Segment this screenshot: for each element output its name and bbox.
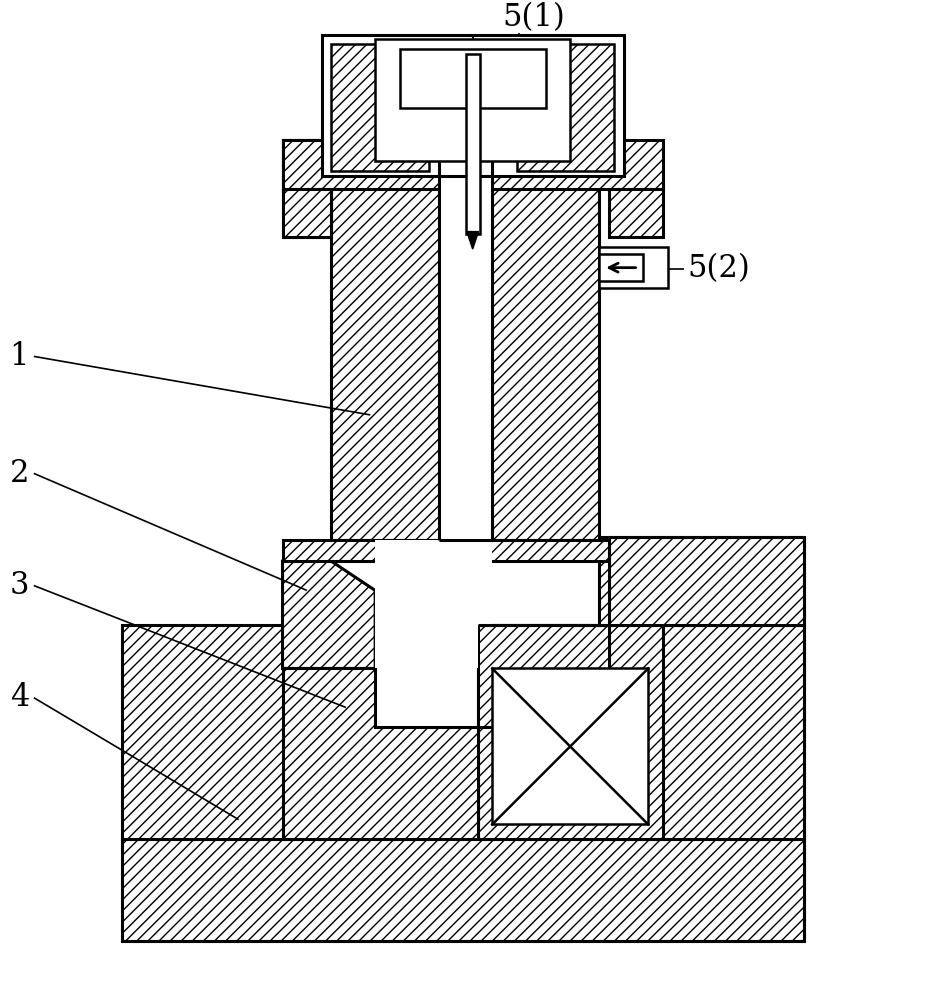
- Polygon shape: [438, 140, 492, 540]
- Text: 5(1): 5(1): [501, 2, 564, 33]
- Polygon shape: [599, 537, 804, 625]
- Polygon shape: [321, 35, 624, 176]
- Polygon shape: [465, 54, 479, 234]
- Polygon shape: [282, 561, 375, 668]
- Polygon shape: [122, 625, 282, 839]
- Polygon shape: [282, 189, 331, 237]
- Polygon shape: [331, 140, 438, 540]
- Polygon shape: [477, 625, 609, 727]
- Polygon shape: [375, 39, 570, 161]
- Polygon shape: [492, 140, 599, 540]
- Polygon shape: [492, 668, 648, 824]
- Text: 5(2): 5(2): [687, 253, 749, 284]
- Text: 4: 4: [9, 682, 29, 713]
- Polygon shape: [331, 44, 429, 171]
- Polygon shape: [438, 140, 492, 540]
- Text: 3: 3: [9, 570, 29, 601]
- Polygon shape: [375, 625, 477, 668]
- Polygon shape: [282, 140, 331, 237]
- Polygon shape: [599, 254, 642, 281]
- Polygon shape: [282, 140, 662, 189]
- Polygon shape: [477, 625, 662, 839]
- Polygon shape: [122, 839, 804, 941]
- Polygon shape: [599, 247, 667, 288]
- Polygon shape: [516, 44, 613, 171]
- Polygon shape: [438, 540, 492, 625]
- Polygon shape: [609, 625, 804, 839]
- Polygon shape: [399, 49, 546, 108]
- Polygon shape: [282, 540, 609, 561]
- Polygon shape: [375, 540, 477, 625]
- Text: 1: 1: [9, 341, 29, 372]
- Polygon shape: [609, 189, 662, 237]
- Polygon shape: [467, 232, 478, 249]
- Polygon shape: [282, 140, 331, 189]
- Polygon shape: [282, 668, 477, 839]
- Text: 2: 2: [9, 458, 29, 489]
